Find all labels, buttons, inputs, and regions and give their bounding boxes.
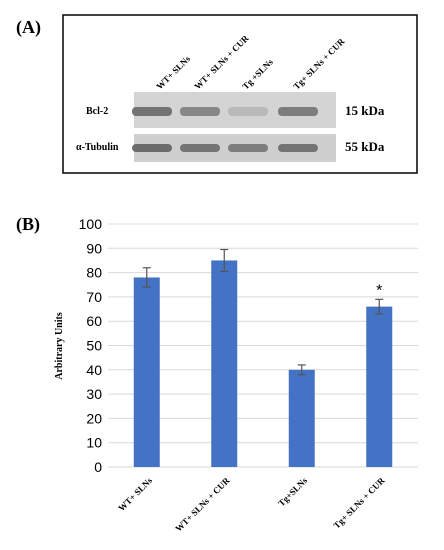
- y-tick-label: 20: [86, 410, 102, 426]
- bcl2-size: 15 kDa: [345, 103, 385, 118]
- y-tick-labels: 0 10 20 30 40 50 60 70 80 90 100: [79, 216, 103, 475]
- bcl2-label: Bcl-2: [86, 106, 108, 117]
- y-tick-label: 30: [86, 386, 102, 402]
- significance-marker: *: [376, 282, 382, 299]
- error-bars: [142, 248, 384, 376]
- tubulin-size: 55 kDa: [345, 139, 385, 154]
- y-tick-label: 90: [86, 240, 102, 256]
- bars: [133, 260, 393, 467]
- y-tick-label: 0: [94, 459, 102, 475]
- tubulin-label: α-Tubulin: [76, 142, 119, 153]
- bar: [133, 277, 160, 467]
- y-tick-label: 60: [86, 313, 102, 329]
- tubulin-band-3: [228, 144, 268, 152]
- bcl2-band-1: [132, 107, 172, 116]
- panel-b-label: (B): [16, 214, 40, 235]
- y-tick-label: 100: [79, 216, 103, 232]
- x-tick-label: WT+ SLNs: [116, 475, 154, 513]
- lane-labels: WT+ SLNs WT+ SLNs + CUR Tg +SLNs Tg+ SLN…: [154, 33, 347, 92]
- y-axis-label: Arbitrary Units: [54, 312, 65, 380]
- y-tick-label: 50: [86, 338, 102, 354]
- lane-label-3: Tg +SLNs: [240, 56, 275, 91]
- y-tick-label: 80: [86, 265, 102, 281]
- bar: [211, 260, 238, 467]
- tubulin-band-4: [278, 144, 318, 152]
- tubulin-band-2: [180, 144, 220, 152]
- bcl2-band-4: [278, 107, 318, 116]
- x-tick-label: Tg+SLNs: [276, 475, 309, 508]
- panel-a-label: (A): [16, 17, 41, 38]
- lane-label-4: Tg+ SLNs + CUR: [291, 36, 347, 92]
- bcl2-bands: [132, 107, 318, 116]
- bcl2-band-2: [180, 107, 220, 116]
- annotations: *: [376, 282, 382, 299]
- y-tick-label: 10: [86, 435, 102, 451]
- y-tick-label: 40: [86, 362, 102, 378]
- x-tick-label: WT+ SLNs + CUR: [173, 475, 232, 534]
- bar: [288, 369, 315, 467]
- y-tick-label: 70: [86, 289, 102, 305]
- blot-frame: [62, 14, 418, 174]
- bar: [366, 306, 393, 467]
- x-tick-labels: WT+ SLNs WT+ SLNs + CUR Tg+SLNs Tg+ SLNs + …: [116, 475, 387, 534]
- bcl2-band-3: [228, 107, 268, 116]
- tubulin-bands: [132, 144, 318, 152]
- x-tick-label: Tg+ SLNs + CUR: [331, 475, 387, 531]
- tubulin-band-1: [132, 144, 172, 152]
- lane-label-1: WT+ SLNs: [154, 53, 192, 91]
